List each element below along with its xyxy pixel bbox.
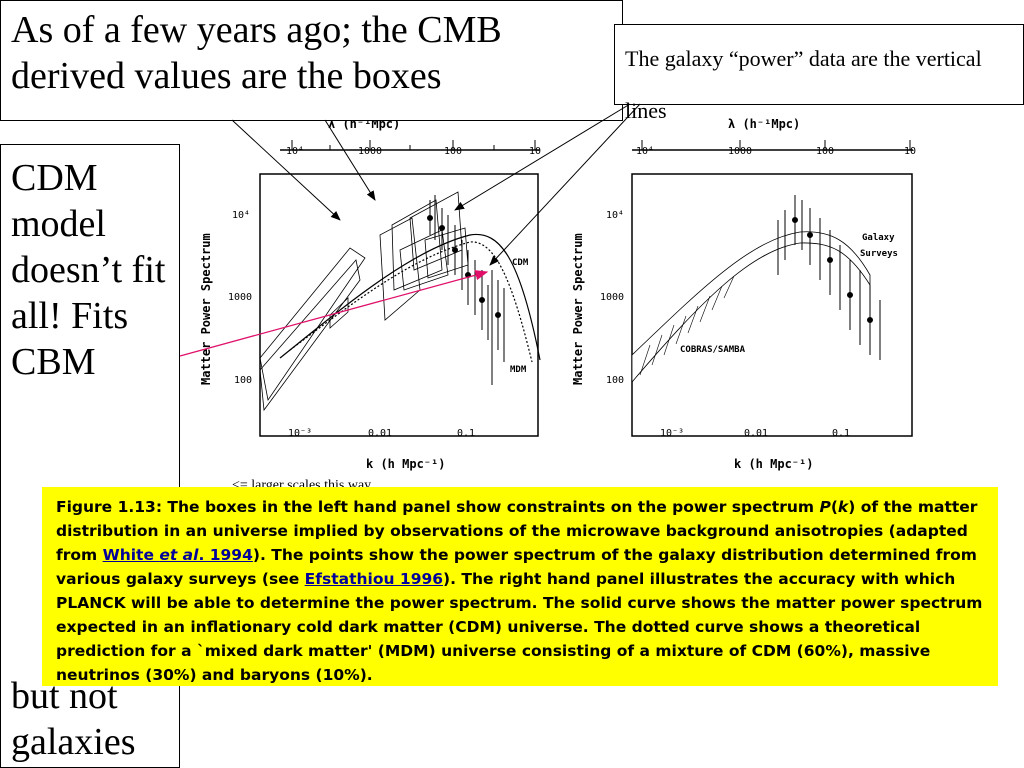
planck-accuracy-band [631,231,871,384]
right-panel: λ (h⁻¹Mpc) 10⁴ 1000 100 10 Matter Power … [571,117,916,471]
left-x-label: k (h Mpc⁻¹) [366,457,445,471]
left-y-label: Matter Power Spectrum [199,233,213,385]
cdm-curve [279,233,541,361]
left-y-tick: 100 [234,375,252,386]
right-top-tick: 10⁴ [636,146,654,157]
right-top-tick: 10 [904,146,916,157]
cdm-curve-label: CDM [512,258,529,268]
right-top-tick: 100 [816,146,834,157]
white-1994-link[interactable]: White et al. 1994 [103,546,253,564]
mdm-curve-label: MDM [510,365,527,375]
right-x-tick: 10⁻³ [660,428,684,439]
caption-text: ) of the matter distribution in an unive… [56,498,978,564]
link-text: White [102,546,160,564]
left-x-tick: 10⁻³ [288,428,312,439]
left-top-tick: 1000 [358,146,382,157]
power-spectrum-figure: λ (h⁻¹Mpc) 10⁴ 1000 100 10 Matter Power … [180,100,1024,495]
right-y-tick: 100 [606,375,624,386]
left-y-tick: 1000 [228,292,252,303]
link-text: . 1994 [198,546,253,564]
caption-italic-p: P [819,498,831,516]
cmb-constraint-boxes [259,191,469,412]
left-panel: λ (h⁻¹Mpc) 10⁴ 1000 100 10 Matter Power … [199,117,541,471]
title-callout: As of a few years ago; the CMB derived v… [0,0,623,121]
caption-text: ). The right hand panel illustrates the … [56,570,983,684]
right-y-tick: 10⁴ [606,210,624,221]
galaxy-data-points [427,195,505,385]
caption-italic-k: k [837,498,849,516]
left-top-tick: 100 [444,146,462,157]
right-top-axis-label: λ (h⁻¹Mpc) [728,117,800,131]
cdm-side-note-text: CDM model doesn’t fit all! Fits CBM [11,157,166,383]
right-y-label: Matter Power Spectrum [571,233,585,385]
right-plot-frame [631,173,913,437]
title-callout-text: As of a few years ago; the CMB derived v… [11,9,502,97]
right-galaxy-data-points [777,195,881,360]
left-top-tick: 10 [529,146,541,157]
left-y-tick: 10⁴ [232,210,250,221]
mdm-curve [289,241,533,363]
efstathiou-1996-link[interactable]: Efstathiou 1996 [304,570,444,588]
figure-caption: Figure 1.13: The boxes in the left hand … [42,487,998,686]
right-x-label: k (h Mpc⁻¹) [734,457,813,471]
right-top-tick: 1000 [728,146,752,157]
link-italic: et al [159,546,199,564]
left-top-tick: 10⁴ [286,146,304,157]
left-x-tick: 0.1 [457,428,475,439]
galaxy-surveys-label: Galaxy [862,233,895,243]
left-plot-frame [259,173,539,437]
galaxy-surveys-label: Surveys [860,249,898,259]
caption-text: Figure 1.13: The boxes in the left hand … [56,498,820,516]
left-x-tick: 0.01 [368,428,392,439]
galaxy-power-note: The galaxy “power” data are the vertical… [614,24,1024,123]
right-y-tick: 1000 [600,292,624,303]
caption-paren: ( [830,498,838,516]
caption-text: ). The points show the power spectrum of… [56,546,977,588]
right-x-tick: 0.1 [832,428,850,439]
right-x-tick: 0.01 [744,428,768,439]
cobras-samba-label: COBRAS/SAMBA [680,345,746,355]
